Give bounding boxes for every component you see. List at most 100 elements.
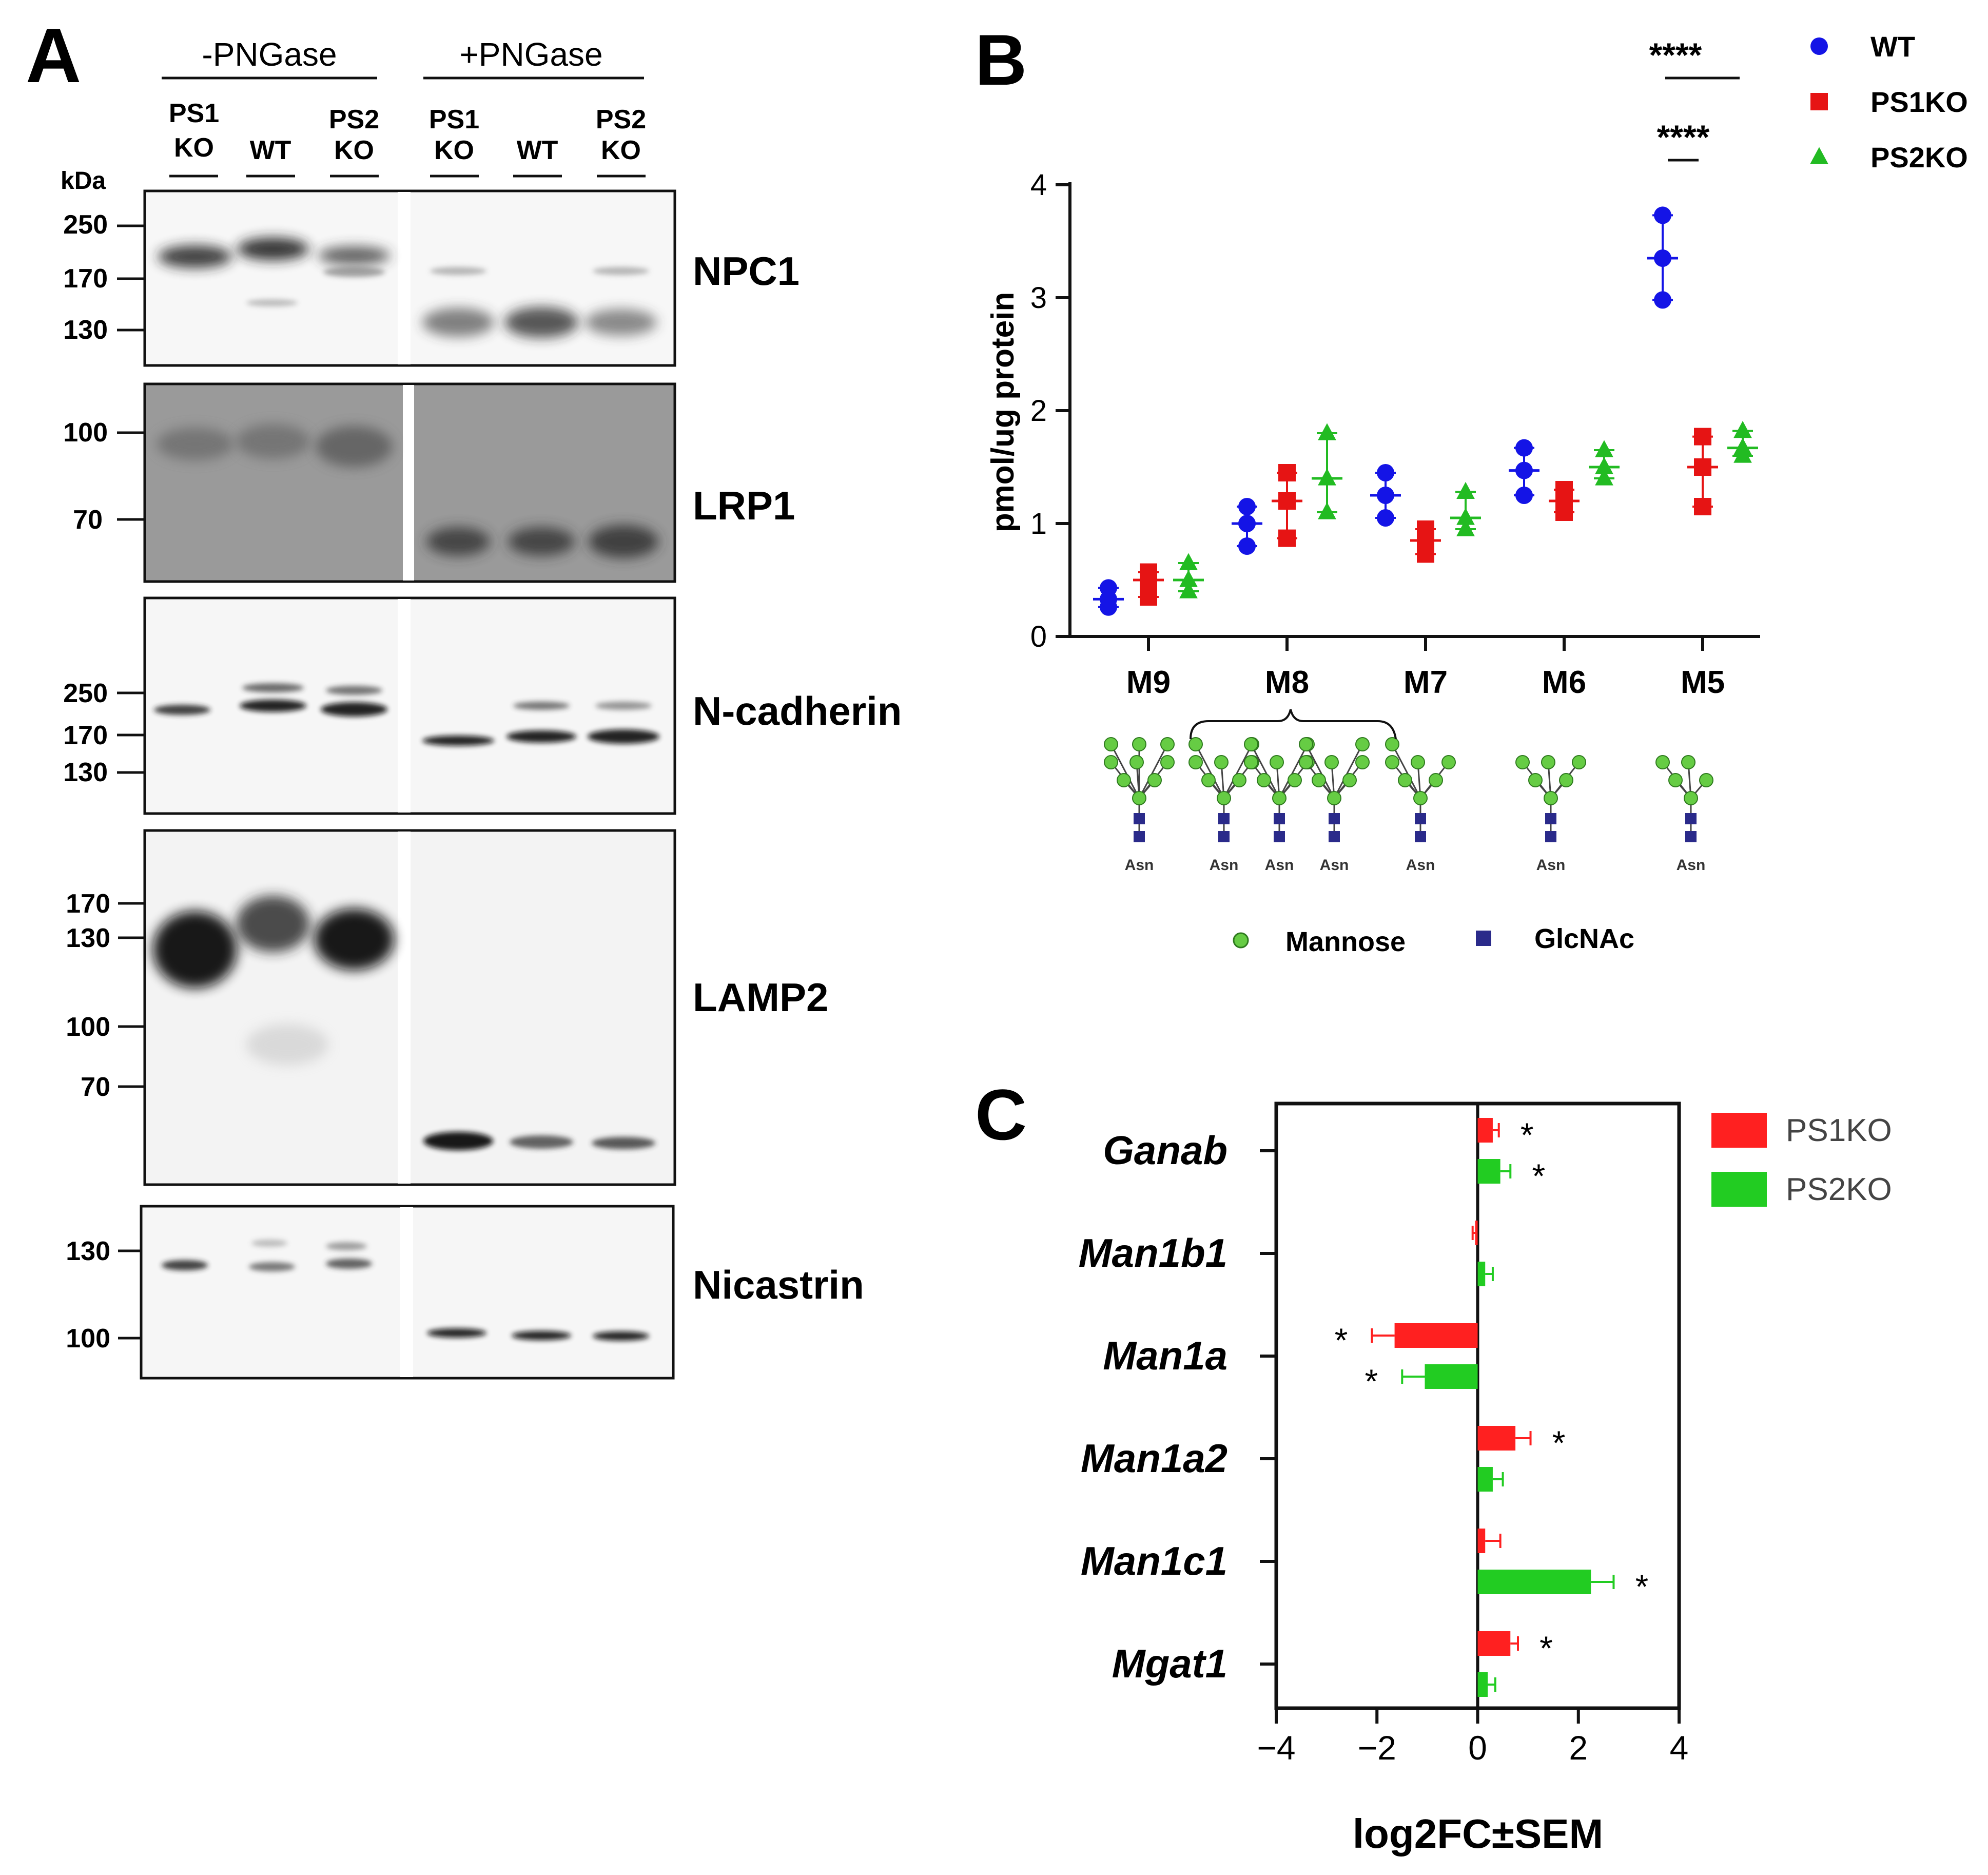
band [589, 525, 658, 558]
bar [1477, 1631, 1511, 1656]
bar [1394, 1323, 1478, 1348]
mannose-icon [1233, 932, 1249, 949]
mannose-icon [1699, 773, 1713, 787]
blot-n-cadherin: 250 170 130 N-cadherin [63, 596, 902, 815]
band [512, 1331, 571, 1340]
significance-star: * [1539, 1629, 1553, 1667]
significance-star: * [1521, 1116, 1534, 1154]
mannose-icon [1559, 773, 1573, 787]
band [504, 307, 578, 338]
lane-label-line2: WT [517, 136, 558, 165]
mannose-icon [1270, 755, 1284, 769]
bar-marks: ******* [1335, 1116, 1649, 1697]
band [326, 1259, 372, 1269]
mw-marker: 100 [66, 1324, 110, 1354]
data-point [1456, 481, 1475, 499]
band [314, 908, 394, 970]
mannose-icon [1244, 737, 1258, 751]
data-point [1278, 464, 1296, 481]
bar [1477, 1570, 1591, 1594]
band [326, 686, 382, 695]
blot-divider [398, 832, 411, 1184]
gene-label: Man1a2 [1081, 1436, 1227, 1481]
data-point [1515, 461, 1533, 479]
band [153, 911, 237, 988]
bar [1425, 1364, 1478, 1389]
mannose-icon [1398, 773, 1412, 787]
mw-marker: 130 [63, 315, 108, 345]
significance-annotations: **** **** [1649, 36, 1740, 162]
data-point [1595, 440, 1613, 457]
bar [1477, 1426, 1516, 1451]
glycan-bond [1391, 744, 1421, 799]
data-point [1100, 590, 1117, 608]
mannose-icon [1160, 755, 1175, 769]
data-point [1733, 421, 1752, 438]
band [318, 246, 390, 265]
band [506, 730, 576, 743]
data-point [1318, 468, 1336, 486]
data-point [1654, 291, 1671, 309]
glcnac-icon [1415, 831, 1426, 842]
lane-label-line1: PS1 [429, 105, 479, 134]
significance-star: * [1335, 1321, 1348, 1359]
lane-label-line1: PS1 [169, 99, 219, 128]
gene-label: Ganab [1103, 1128, 1227, 1173]
mannose-icon [1411, 755, 1425, 769]
glcnac-icon [1476, 931, 1491, 946]
panel-a-letter: A [26, 12, 81, 99]
data-point [1278, 492, 1296, 510]
bar [1477, 1672, 1488, 1697]
panel-c: C −4 −2 0 2 4 Ganab Man1b1 Man1a Man1a2 Man1c1 Mga… [975, 1074, 1892, 1857]
mannose-icon [1572, 755, 1586, 769]
mannose-icon [1117, 773, 1131, 787]
mannose-icon [1214, 755, 1229, 769]
mannose-icon [1299, 737, 1313, 751]
band [246, 1024, 328, 1065]
blot-protein-label: NPC1 [693, 248, 800, 294]
glcnac-icon [1218, 813, 1230, 824]
data-point [1238, 515, 1256, 532]
significance-star: * [1532, 1157, 1545, 1195]
glcnac-icon [1329, 831, 1340, 842]
condition-minus-pngase: -PNGase [202, 36, 337, 73]
condition-plus-pngase: +PNGase [459, 36, 602, 73]
mannose-icon [1132, 737, 1146, 751]
mannose-icon [1132, 791, 1146, 805]
band [423, 1132, 493, 1150]
bar-legend: PS1KO PS2KO [1711, 1113, 1892, 1207]
x-tick-label: M9 [1126, 665, 1171, 700]
legend-label: PS1KO [1786, 1113, 1892, 1148]
panel-a: A -PNGase +PNGase PS1 KO WT PS2 KO PS1 K… [26, 12, 902, 1380]
blot-lrp1: 100 70 LRP1 [63, 382, 795, 583]
asn-label: Asn [1536, 857, 1566, 874]
band [422, 736, 494, 746]
scatter-points [1093, 206, 1758, 616]
mannose-icon [1413, 791, 1428, 805]
glycan-bond [1305, 744, 1335, 799]
band [237, 238, 309, 260]
significance-star: * [1635, 1568, 1649, 1606]
legend-swatch [1711, 1113, 1767, 1148]
glycan-structures: Asn Asn Asn Asn Asn Asn Asn [1104, 737, 1713, 874]
data-point [1694, 498, 1711, 515]
x-tick-label: −2 [1358, 1729, 1396, 1767]
mw-marker: 70 [81, 1072, 110, 1102]
data-point [1179, 553, 1198, 570]
mannose-icon [1188, 755, 1203, 769]
band [593, 1331, 649, 1341]
glcnac-legend-label: GlcNAc [1534, 923, 1634, 954]
bar [1477, 1467, 1493, 1492]
lane-label-line1: PS2 [329, 105, 379, 134]
mannose-icon [1327, 791, 1341, 805]
x-tick-label: 4 [1670, 1729, 1689, 1767]
mannose-icon [1160, 737, 1175, 751]
band [595, 702, 652, 710]
panel-c-letter: C [975, 1074, 1027, 1155]
kda-label: kDa [61, 167, 106, 195]
mannose-icon [1217, 791, 1231, 805]
blot-npc1: 250 170 130 NPC1 [63, 189, 800, 367]
mannose-icon [1232, 773, 1246, 787]
lane-label-line2: KO [334, 136, 374, 165]
data-point [1318, 423, 1336, 440]
